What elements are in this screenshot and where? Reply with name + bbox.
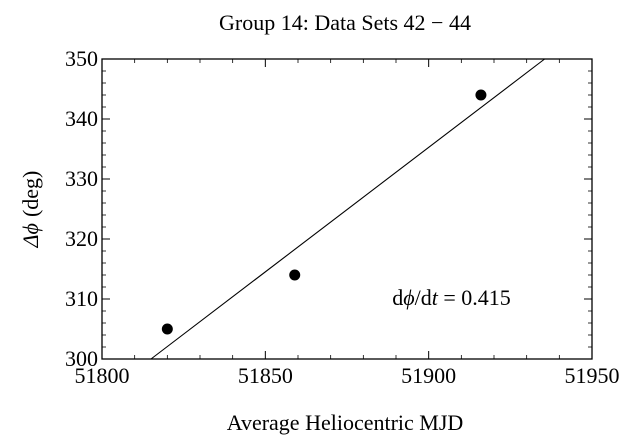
- data-point: [161, 323, 173, 335]
- x-tick-label: 51850: [238, 363, 293, 388]
- y-tick-label: 350: [65, 46, 98, 71]
- y-axis-label: Δϕ (deg): [18, 171, 43, 249]
- data-points: [161, 89, 487, 335]
- y-axis-label-unit: (deg): [18, 171, 43, 217]
- plot-frame: [101, 58, 593, 360]
- y-tick-label: 330: [65, 166, 98, 191]
- annotation-t: t: [432, 285, 439, 310]
- annotation-slash-d: /d: [415, 285, 432, 310]
- x-tick-label: 51900: [401, 363, 456, 388]
- y-tick-label: 320: [65, 226, 98, 251]
- y-tick-label: 300: [65, 346, 98, 371]
- y-tick-label: 340: [65, 106, 98, 131]
- x-axis-label: Average Heliocentric MJD: [227, 410, 464, 435]
- annotation-d1: d: [392, 285, 403, 310]
- tick-marks: [101, 58, 593, 360]
- chart-title: Group 14: Data Sets 42 − 44: [219, 10, 471, 35]
- slope-annotation: dϕ/dt = 0.415: [392, 285, 511, 310]
- x-tick-label: 51950: [565, 363, 620, 388]
- data-point: [289, 269, 301, 281]
- y-tick-label: 310: [65, 286, 98, 311]
- annotation-phi: ϕ: [403, 285, 414, 310]
- data-point: [475, 89, 487, 101]
- fit-line: [150, 58, 545, 360]
- annotation-value: = 0.415: [438, 285, 511, 310]
- x-tick-label: 51800: [75, 363, 130, 388]
- tick-labels: 51800 51850 51900 51950 300 310 320 330 340 350: [65, 46, 620, 388]
- y-axis-label-symbol: Δϕ: [18, 223, 43, 248]
